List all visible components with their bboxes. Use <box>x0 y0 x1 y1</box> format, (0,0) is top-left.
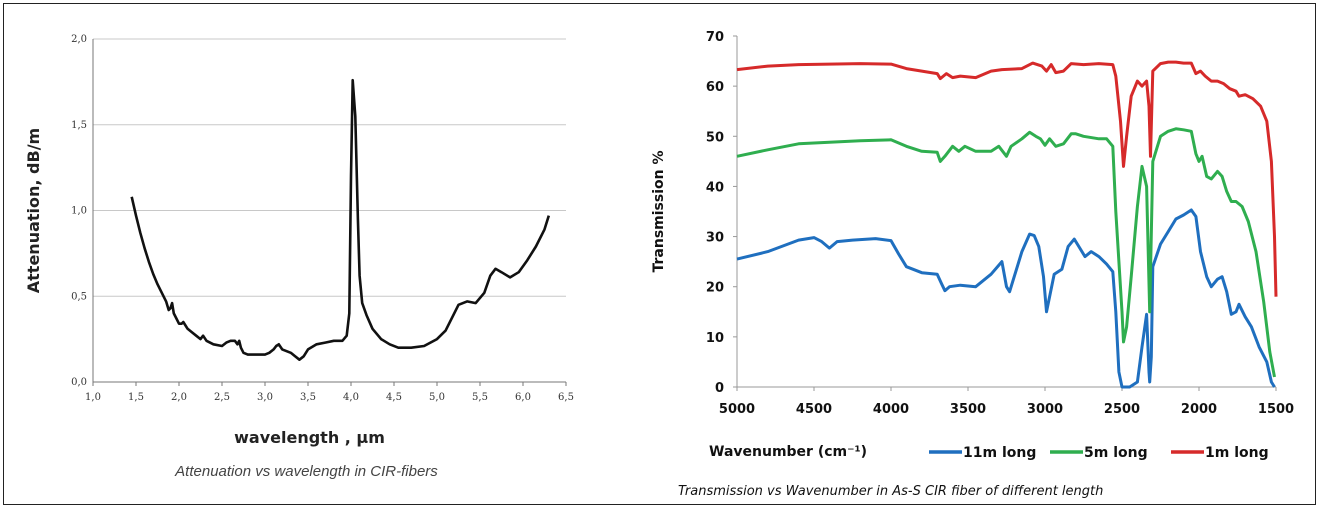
y-tick-label: 1,5 <box>71 120 87 131</box>
series-line-1m-long <box>736 60 1278 297</box>
figure-frame <box>3 3 1316 505</box>
x-tick-label: 6,5 <box>558 392 574 403</box>
x-tick-label: 4500 <box>796 402 832 417</box>
x-tick-label: 3,0 <box>257 392 273 403</box>
x-tick-label: 2500 <box>1104 402 1140 417</box>
y-tick-label: 20 <box>706 281 724 296</box>
x-tick-label: 3000 <box>1027 402 1063 417</box>
y-tick-label: 70 <box>706 30 724 45</box>
x-tick-label: 6,0 <box>515 392 531 403</box>
attenuation-series-line <box>130 78 551 361</box>
x-tick-label: 2,5 <box>214 392 230 403</box>
attenuation-chart: 0,0 0,5 1,0 1,5 2,0 1,0 1,5 2,0 2,5 3,0 3,5 4,0 4,5 5… <box>0 0 640 509</box>
y-axis-label: Transmission % <box>651 150 667 272</box>
y-tick-label: 0,5 <box>71 291 87 302</box>
series-line-5m-long <box>736 127 1276 378</box>
x-axis-label: wavelength , μm <box>234 428 385 447</box>
attenuation-chart-svg: 0,0 0,5 1,0 1,5 2,0 1,0 1,5 2,0 2,5 3,0 3,5 4,0 4,5 5… <box>24 34 574 480</box>
x-tick-label: 2,0 <box>171 392 187 403</box>
x-tick-label: 4,0 <box>343 392 359 403</box>
series-line-11m-long <box>736 208 1276 389</box>
x-axis-label: Wavenumber (cm⁻¹) <box>709 444 867 460</box>
x-tick-label: 5,0 <box>429 392 445 403</box>
legend-label: 5m long <box>1084 445 1148 461</box>
x-tick-label: 4000 <box>873 402 909 417</box>
y-tick-label: 40 <box>706 180 724 195</box>
y-tick-label: 0,0 <box>71 377 87 388</box>
x-tick-label: 3,5 <box>300 392 316 403</box>
x-tick-label: 1,0 <box>85 392 101 403</box>
y-tick-label: 0 <box>715 381 724 396</box>
x-tick-label: 5,5 <box>472 392 488 403</box>
transmission-chart: 0 10 20 30 40 50 60 70 5000 4500 4000 3500 3000 2500 2… <box>630 0 1321 509</box>
y-tick-label: 10 <box>706 331 724 346</box>
transmission-chart-svg: 0 10 20 30 40 50 60 70 5000 4500 4000 3500 3000 2500 2… <box>651 30 1294 499</box>
x-tick-label: 5000 <box>719 402 755 417</box>
legend-label: 11m long <box>963 445 1036 461</box>
legend-label: 1m long <box>1205 445 1269 461</box>
x-tick-label: 1500 <box>1258 402 1294 417</box>
x-tick-label: 2000 <box>1181 402 1217 417</box>
chart-caption: Attenuation vs wavelength in CIR-fibers <box>174 463 438 480</box>
chart-caption: Transmission vs Wavenumber in As-S CIR f… <box>678 484 1103 499</box>
y-tick-label: 60 <box>706 80 724 95</box>
x-tick-label: 4,5 <box>386 392 402 403</box>
y-tick-label: 50 <box>706 130 724 145</box>
y-tick-label: 1,0 <box>71 206 87 217</box>
x-tick-label: 1,5 <box>128 392 144 403</box>
y-axis-label: Attenuation, dB/m <box>24 128 43 293</box>
x-tick-label: 3500 <box>950 402 986 417</box>
y-tick-label: 30 <box>706 231 724 246</box>
y-tick-label: 2,0 <box>71 34 87 45</box>
